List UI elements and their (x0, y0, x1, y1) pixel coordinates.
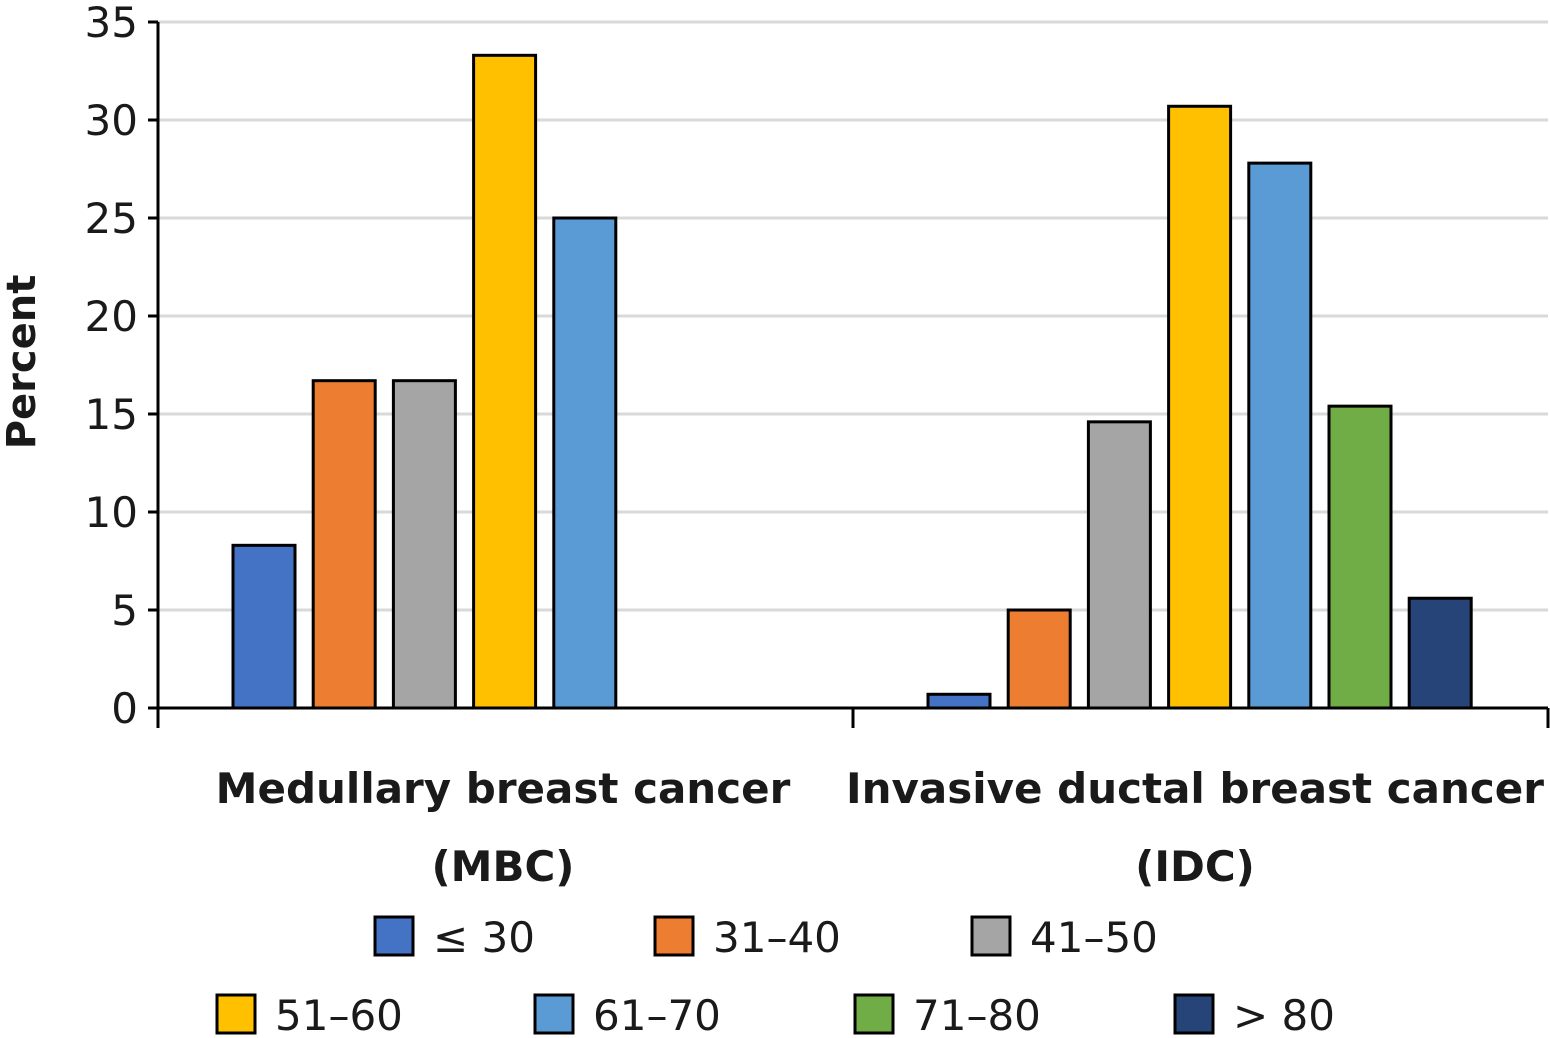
legend-label-0: ≤ 30 (433, 913, 535, 962)
bar-mbc-1 (311, 379, 377, 710)
y-tick-label-5: 5 (111, 586, 138, 635)
bar-mbc-4 (552, 216, 618, 710)
category-label-1-line-1: (IDC) (1135, 842, 1255, 891)
y-tick-label-15: 15 (85, 390, 138, 439)
legend-swatch-1 (653, 915, 695, 957)
bar-idc-0 (926, 692, 992, 710)
bar-idc-4 (1247, 161, 1313, 710)
bar-idc-5 (1327, 404, 1393, 710)
legend-label-6: > 80 (1233, 991, 1335, 1038)
category-labels: Medullary breast cancer (MBC) Invasive duc… (216, 764, 1545, 891)
legend-swatch-0 (373, 915, 415, 957)
category-label-0-line-1: (MBC) (431, 842, 574, 891)
y-tick-label-0: 0 (111, 684, 138, 733)
y-tick-label-10: 10 (85, 488, 138, 537)
bar-idc-6 (1407, 596, 1473, 710)
gridlines (158, 20, 1548, 612)
y-tick-label-35: 35 (85, 0, 138, 47)
legend-swatch-4 (533, 993, 575, 1035)
bar-mbc-3 (472, 53, 538, 710)
y-axis-title: Percent (0, 275, 45, 450)
bar-idc-3 (1167, 104, 1233, 710)
legend-swatch-6 (1173, 993, 1215, 1035)
y-tick-label-20: 20 (85, 292, 138, 341)
legend-swatch-2 (970, 915, 1012, 957)
bars (231, 53, 1473, 710)
legend-label-4: 61–70 (593, 991, 721, 1038)
bar-idc-2 (1086, 420, 1152, 710)
y-tick-label-30: 30 (85, 96, 138, 145)
category-label-0-line-0: Medullary breast cancer (216, 764, 791, 813)
bar-idc-1 (1006, 608, 1072, 710)
legend-label-3: 51–60 (275, 991, 403, 1038)
axes (148, 20, 1550, 728)
y-tick-labels: 0 5 10 15 20 25 30 35 (85, 0, 138, 733)
category-label-1-line-0: Invasive ductal breast cancer (846, 764, 1544, 813)
bar-mbc-2 (391, 379, 457, 710)
legend-swatch-3 (215, 993, 257, 1035)
bar-mbc-0 (231, 543, 297, 710)
y-tick-label-25: 25 (85, 194, 138, 243)
legend-label-2: 41–50 (1030, 913, 1158, 962)
legend-label-1: 31–40 (713, 913, 841, 962)
legend: ≤ 30 31–40 41–50 51–60 61–70 71–80 > 80 (215, 913, 1335, 1038)
legend-label-5: 71–80 (913, 991, 1041, 1038)
legend-swatch-5 (853, 993, 895, 1035)
